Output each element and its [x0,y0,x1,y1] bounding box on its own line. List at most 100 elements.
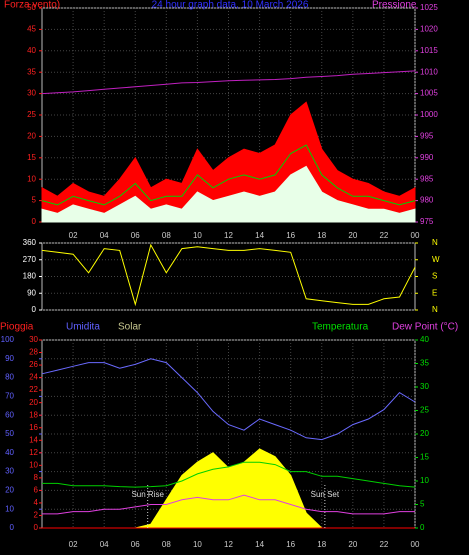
tick-label: 10 [29,460,38,469]
x-tick-label: 06 [131,231,140,240]
x-tick-label: 08 [162,231,171,240]
tick-label: 18 [29,410,38,419]
x-tick-label: 16 [286,231,295,240]
x-tick-label: 20 [348,540,357,549]
tick-label: 100 [1,335,15,344]
x-tick-label: 10 [193,540,202,549]
tick-label: 80 [5,373,14,382]
tick-label: 5 [420,500,425,509]
tick-label: 40 [420,335,429,344]
tick-label: 16 [29,423,38,432]
x-tick-label: 04 [100,231,109,240]
tick-label: 1015 [420,46,438,55]
tick-label: 1000 [420,110,438,119]
tick-label: 30 [5,467,14,476]
x-tick-label: 02 [69,231,78,240]
tick-label: 40 [27,46,36,55]
x-tick-label: 00 [411,540,420,549]
tick-label: 4 [34,498,39,507]
tick-label: 0 [420,523,425,532]
x-tick-label: 18 [317,231,326,240]
tick-label: 24 [29,373,38,382]
tick-label: 35 [27,67,36,76]
tick-label: 90 [5,354,14,363]
tick-label: 35 [420,359,429,368]
tick-label: 1020 [420,25,438,34]
tick-label: 20 [27,132,36,141]
tick-label: E [432,288,437,297]
x-tick-label: 12 [224,540,233,549]
tick-label: W [432,255,440,264]
tick-label: 20 [420,429,429,438]
line [41,70,416,95]
tick-label: 270 [23,255,37,264]
tick-label: 5 [32,196,37,205]
axis-header: Dew Point (°C) [392,322,458,333]
chart-title: 24 hour graph data, 10 March 2026 [152,0,309,11]
x-tick-label: 02 [69,540,78,549]
tick-label: 20 [29,398,38,407]
tick-label: 360 [23,238,37,247]
axis-header: Temperatura [312,322,369,333]
x-tick-label: 00 [411,231,420,240]
tick-label: 14 [29,435,38,444]
annotation: Sun Set [311,490,340,499]
tick-label: 0 [34,523,39,532]
tick-label: 20 [5,486,14,495]
y-axis-label: Forza vento) [4,0,60,11]
tick-label: 1025 [420,3,438,12]
tick-label: 985 [420,174,434,183]
tick-label: S [432,272,437,281]
tick-label: 1005 [420,89,438,98]
line [42,494,415,515]
tick-label: 1010 [420,67,438,76]
x-tick-label: 14 [255,540,264,549]
annotation: Sun Rise [131,490,164,499]
tick-label: 10 [27,174,36,183]
tick-label: 50 [27,3,36,12]
tick-label: 15 [27,153,36,162]
tick-label: 2 [34,511,39,520]
tick-label: 990 [420,153,434,162]
tick-label: 60 [5,410,14,419]
axis-header: Umidita [66,322,100,333]
tick-label: 10 [420,476,429,485]
tick-label: 10 [5,504,14,513]
tick-label: 28 [29,348,38,357]
tick-label: 975 [420,217,434,226]
x-tick-label: 18 [317,540,326,549]
x-tick-label: 22 [379,540,388,549]
tick-label: 90 [27,288,36,297]
tick-label: 30 [29,335,38,344]
axis-header: Pioggia [0,322,34,333]
tick-label: 45 [27,25,36,34]
tick-label: 70 [5,392,14,401]
tick-label: 995 [420,132,434,141]
tick-label: N [432,238,438,247]
tick-label: 0 [32,217,37,226]
x-tick-label: 04 [100,540,109,549]
tick-label: 0 [10,523,15,532]
tick-label: 25 [420,406,429,415]
tick-label: 180 [23,272,37,281]
tick-label: 980 [420,196,434,205]
tick-label: 50 [5,429,14,438]
x-tick-label: 12 [224,231,233,240]
x-tick-label: 08 [162,540,171,549]
line [41,358,416,441]
x-tick-label: 06 [131,540,140,549]
tick-label: 25 [27,110,36,119]
tick-label: 6 [34,486,39,495]
tick-label: 40 [5,448,14,457]
axis-header: Solar [118,322,142,333]
x-tick-label: 22 [379,231,388,240]
tick-label: 8 [34,473,39,482]
x-tick-label: 20 [348,231,357,240]
x-tick-label: 10 [193,231,202,240]
area [41,165,416,223]
tick-label: 26 [29,360,38,369]
tick-label: 30 [420,382,429,391]
tick-label: 0 [32,305,37,314]
tick-label: 12 [29,448,38,457]
